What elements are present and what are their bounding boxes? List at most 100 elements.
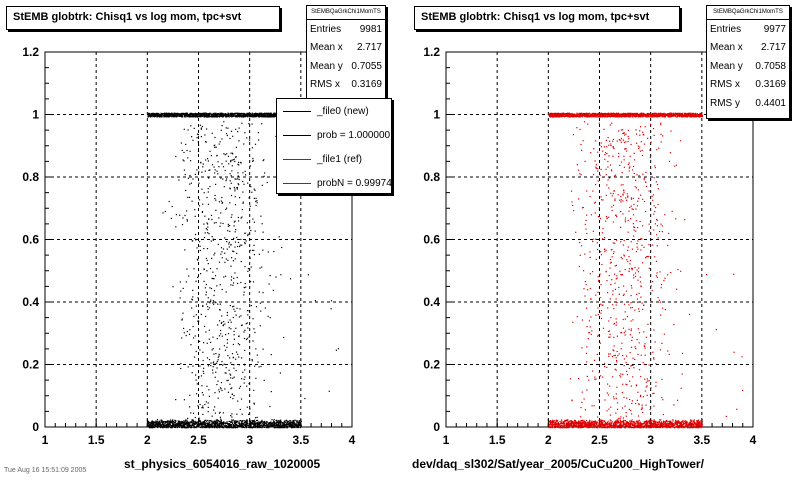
scatter-point xyxy=(167,113,168,114)
scatter-point xyxy=(220,284,221,285)
scatter-point xyxy=(200,404,201,405)
scatter-point xyxy=(221,323,222,324)
scatter-point xyxy=(252,427,253,428)
scatter-point xyxy=(565,113,566,114)
scatter-point xyxy=(247,183,248,184)
scatter-point xyxy=(642,113,643,114)
scatter-point xyxy=(222,125,223,126)
scatter-point xyxy=(259,427,260,428)
scatter-point xyxy=(270,317,271,318)
scatter-point xyxy=(244,376,245,377)
scatter-point xyxy=(187,331,188,332)
scatter-point xyxy=(222,223,223,224)
scatter-point xyxy=(262,185,263,186)
scatter-point xyxy=(668,115,669,116)
scatter-point xyxy=(201,422,202,423)
scatter-point xyxy=(208,177,209,178)
scatter-point xyxy=(208,365,209,366)
scatter-point xyxy=(216,171,217,172)
scatter-point xyxy=(242,325,243,326)
scatter-point xyxy=(230,188,231,189)
scatter-point xyxy=(280,372,281,373)
scatter-point xyxy=(175,420,176,421)
scatter-point xyxy=(266,116,267,117)
scatter-point xyxy=(169,113,170,114)
y-tick-label: 0.2 xyxy=(423,358,440,372)
scatter-point xyxy=(223,427,224,428)
scatter-point xyxy=(228,427,229,428)
scatter-point xyxy=(292,421,293,422)
scatter-point xyxy=(230,328,231,329)
scatter-point xyxy=(221,201,222,202)
scatter-point xyxy=(576,116,577,117)
scatter-point xyxy=(212,422,213,423)
scatter-point xyxy=(194,238,195,239)
scatter-point xyxy=(222,422,223,423)
x-tick-label: 3 xyxy=(246,433,253,447)
scatter-point xyxy=(185,116,186,117)
scatter-point xyxy=(222,365,223,366)
scatter-point xyxy=(637,114,638,115)
scatter-point xyxy=(223,248,224,249)
scatter-point xyxy=(185,113,186,114)
scatter-point xyxy=(223,321,224,322)
scatter-point xyxy=(208,204,209,205)
scatter-point xyxy=(160,113,161,114)
scatter-point xyxy=(219,320,220,321)
scatter-point xyxy=(219,421,220,422)
scatter-point xyxy=(207,227,208,228)
scatter-point xyxy=(208,389,209,390)
scatter-point xyxy=(652,113,653,114)
scatter-point xyxy=(259,424,260,425)
scatter-point xyxy=(253,390,254,391)
scatter-point xyxy=(187,418,188,419)
scatter-point xyxy=(220,178,221,179)
scatter-point xyxy=(183,288,184,289)
scatter-point xyxy=(179,215,180,216)
y-tick-label: 0 xyxy=(433,420,440,434)
scatter-point xyxy=(242,425,243,426)
scatter-point xyxy=(215,377,216,378)
scatter-point xyxy=(244,423,245,424)
scatter-point xyxy=(248,114,249,115)
scatter-point xyxy=(219,116,220,117)
scatter-point xyxy=(255,348,256,349)
scatter-point xyxy=(211,215,212,216)
scatter-point xyxy=(237,283,238,284)
scatter-point xyxy=(223,121,224,122)
scatter-point xyxy=(259,366,260,367)
scatter-point xyxy=(277,425,278,426)
scatter-point xyxy=(200,427,201,428)
scatter-point xyxy=(207,229,208,230)
scatter-point xyxy=(240,282,241,283)
scatter-point xyxy=(213,295,214,296)
scatter-point xyxy=(238,220,239,221)
scatter-point xyxy=(198,151,199,152)
scatter-point xyxy=(222,202,223,203)
scatter-point xyxy=(169,426,170,427)
scatter-point xyxy=(206,222,207,223)
scatter-point xyxy=(229,116,230,117)
scatter-point xyxy=(216,268,217,269)
scatter-point xyxy=(196,247,197,248)
scatter-point xyxy=(174,115,175,116)
scatter-point xyxy=(213,425,214,426)
scatter-point xyxy=(246,339,247,340)
scatter-point xyxy=(265,113,266,114)
scatter-point xyxy=(205,116,206,117)
scatter-point xyxy=(223,325,224,326)
scatter-point xyxy=(266,115,267,116)
scatter-point xyxy=(172,419,173,420)
scatter-point xyxy=(228,226,229,227)
scatter-point xyxy=(185,144,186,145)
scatter-point xyxy=(185,427,186,428)
scatter-point xyxy=(236,237,237,238)
scatter-point xyxy=(268,251,269,252)
scatter-point xyxy=(245,174,246,175)
scatter-point xyxy=(229,357,230,358)
scatter-point xyxy=(161,116,162,117)
scatter-point xyxy=(259,115,260,116)
scatter-point xyxy=(192,420,193,421)
scatter-point xyxy=(268,114,269,115)
scatter-point xyxy=(160,427,161,428)
